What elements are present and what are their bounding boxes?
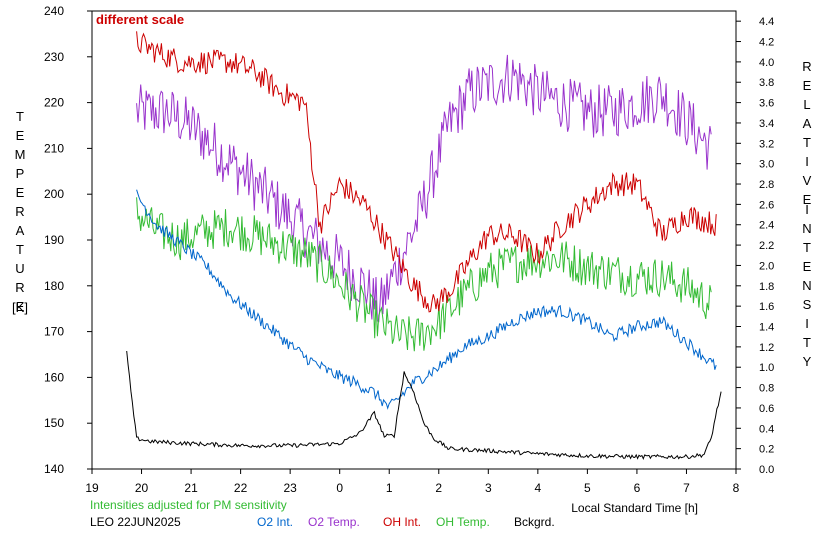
legend-o2-int: O2 Int. [257, 515, 293, 529]
axis-title-letter: M [14, 147, 26, 162]
x-tick-label: 6 [634, 481, 641, 495]
axis-title-letter: T [803, 335, 811, 350]
scale-annotation: different scale [96, 12, 184, 27]
axis-title-letter: E [15, 128, 25, 143]
y-right-tick-label: 2.0 [759, 260, 774, 272]
legend-oh-int: OH Int. [383, 515, 421, 529]
y-right-tick-label: 0.2 [759, 444, 774, 456]
axis-title-letter: N [802, 278, 812, 293]
series-line-bckgrd [126, 350, 722, 461]
axis-title-letter: T [16, 242, 24, 257]
axis-title-letter: N [802, 221, 812, 236]
x-tick-label: 23 [283, 481, 297, 495]
x-tick-label: 1 [386, 481, 393, 495]
series-line-oh-int [136, 31, 717, 313]
y-right-tick-label: 3.4 [759, 118, 774, 130]
x-axis-label: Local Standard Time [h] [571, 501, 698, 515]
axis-title-letter: L [803, 97, 811, 112]
y-right-tick-label: 3.6 [759, 98, 774, 110]
y-right-tick-label: 2.8 [759, 179, 774, 191]
axis-title-letter: Y [802, 354, 812, 369]
y-right-tick-label: 2.2 [759, 240, 774, 252]
y-right-tick-label: 3.8 [759, 77, 774, 89]
series-line-o2-temp [136, 54, 712, 323]
y-right-tick-label: 0.4 [759, 423, 774, 435]
pm-sensitivity-note: Intensities adjusted for PM sensitivity [90, 498, 287, 512]
y-right-tick-label: 3.2 [759, 138, 774, 150]
axis-title-letter: I [805, 154, 809, 169]
axis-title-letter: E [802, 192, 812, 207]
x-tick-label: 5 [584, 481, 591, 495]
y-left-tick-label: 190 [44, 233, 64, 247]
x-tick-label: 7 [683, 481, 690, 495]
station-date: LEO 22JUN2025 [90, 515, 181, 529]
axis-title-letter: E [15, 185, 25, 200]
y-axis-left-unit: [K] [12, 300, 28, 315]
y-left-tick-label: 240 [44, 4, 64, 18]
axis-title-letter: R [15, 280, 25, 295]
axis-title-letter: I [805, 316, 809, 331]
y-left-tick-label: 140 [44, 462, 64, 476]
x-tick-label: 4 [535, 481, 542, 495]
axis-title-letter: T [16, 109, 24, 124]
x-tick-label: 0 [336, 481, 343, 495]
x-tick-label: 21 [184, 481, 198, 495]
series-line-oh-temp [136, 197, 712, 352]
series-line-o2-int [136, 189, 717, 410]
y-left-tick-label: 170 [44, 325, 64, 339]
x-tick-label: 22 [234, 481, 248, 495]
y-left-tick-label: 230 [44, 50, 64, 64]
axis-title-letter: E [15, 299, 25, 314]
y-right-tick-label: 4.2 [759, 37, 774, 49]
y-left-tick-label: 160 [44, 370, 64, 384]
axis-title-letter: R [15, 204, 25, 219]
axis-title-letter: U [15, 261, 25, 276]
axes-layer: 1401501601701801902002102202302400.00.20… [44, 4, 774, 495]
x-tick-label: 8 [733, 481, 740, 495]
y-right-tick-label: 0.0 [759, 464, 774, 476]
axis-title-letter: E [802, 259, 812, 274]
axis-title-letter: V [802, 173, 812, 188]
y-right-tick-label: 3.0 [759, 159, 774, 171]
y-right-tick-label: 1.2 [759, 342, 774, 354]
axis-title-letter: I [805, 202, 809, 217]
y-right-tick-label: 4.4 [759, 16, 774, 28]
y-right-tick-label: 2.6 [759, 199, 774, 211]
y-right-tick-label: 1.0 [759, 362, 774, 374]
y-left-tick-label: 220 [44, 96, 64, 110]
y-left-tick-label: 200 [44, 187, 64, 201]
y-left-tick-label: 180 [44, 279, 64, 293]
y-right-tick-label: 4.0 [759, 57, 774, 69]
y-right-tick-label: 0.8 [759, 383, 774, 395]
y-right-tick-label: 2.4 [759, 220, 774, 232]
x-tick-label: 2 [435, 481, 442, 495]
y-left-tick-label: 150 [44, 416, 64, 430]
series-layer [126, 31, 722, 461]
y-right-tick-label: 1.6 [759, 301, 774, 313]
axis-title-letter: S [802, 297, 812, 312]
axis-title-letter: E [802, 78, 812, 93]
legend-bckgrd: Bckgrd. [514, 515, 555, 529]
axis-title-letter: A [802, 116, 812, 131]
axis-title-letter: P [15, 166, 25, 181]
y-right-tick-label: 1.4 [759, 322, 774, 334]
x-tick-label: 3 [485, 481, 492, 495]
x-tick-label: 19 [85, 481, 99, 495]
legend-oh-temp: OH Temp. [436, 515, 490, 529]
axis-title-letter: A [15, 223, 25, 238]
x-tick-label: 20 [135, 481, 149, 495]
axis-title-letter: T [803, 240, 811, 255]
y-left-tick-label: 210 [44, 141, 64, 155]
legend-o2-temp: O2 Temp. [308, 515, 360, 529]
y-right-tick-label: 0.6 [759, 403, 774, 415]
axis-title-letter: R [802, 59, 812, 74]
y-right-tick-label: 1.8 [759, 281, 774, 293]
axis-title-letter: T [803, 135, 811, 150]
